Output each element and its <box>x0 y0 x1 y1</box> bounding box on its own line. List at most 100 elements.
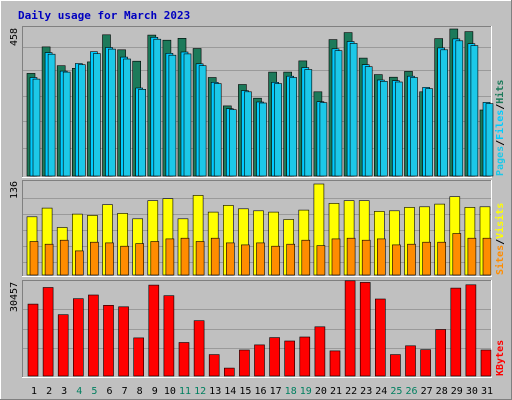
visits-bar-sites <box>301 239 311 276</box>
day-label: 23 <box>360 386 372 397</box>
traffic-bar-pages <box>183 53 192 177</box>
day-label: 16 <box>254 386 266 397</box>
visits-legend-item: Visits <box>494 203 506 239</box>
visits-bar-sites <box>165 238 175 276</box>
kbytes-bar-kbytes <box>224 367 235 377</box>
panel-traffic-max-label: 458 <box>9 28 20 46</box>
traffic-bar-pages <box>425 88 433 177</box>
traffic-bar-pages <box>334 50 343 177</box>
visits-bar-sites <box>376 238 386 276</box>
traffic-legend-item: Files <box>494 110 506 140</box>
visits-bar-sites <box>286 243 296 276</box>
day-label: 14 <box>224 386 236 397</box>
panel-traffic-bars <box>26 28 494 177</box>
day-label: 29 <box>451 386 463 397</box>
day-label: 27 <box>421 386 433 397</box>
panel-kbytes-bars <box>27 280 492 377</box>
visits-bar-sites <box>150 241 160 276</box>
traffic-bar-pages <box>108 48 116 177</box>
kbytes-bar-kbytes <box>254 344 265 377</box>
kbytes-bar-kbytes <box>359 282 371 377</box>
x-axis-day-labels: 1 2 3 4 5 6 7 8 9 10 11 12 13 14 15 16 17 18 19 20 21 22 23 24 2… <box>31 386 493 397</box>
traffic-bar-pages <box>304 69 313 177</box>
traffic-bar-pages <box>455 40 464 177</box>
day-label: 5 <box>91 386 97 397</box>
kbytes-bar-kbytes <box>57 314 69 377</box>
kbytes-bar-kbytes <box>314 326 326 377</box>
visits-bar-sites <box>180 237 190 276</box>
panel-kbytes-max-label: 30457 <box>9 282 20 312</box>
panel-visits: 136 Sites/Visits <box>9 180 506 277</box>
kbytes-bar-kbytes <box>405 345 416 377</box>
traffic-bar-pages <box>289 77 298 177</box>
visits-bar-sites <box>90 241 99 276</box>
traffic-legend-item: Hits <box>494 80 506 104</box>
visits-bar-sites <box>452 233 462 276</box>
traffic-bar-pages <box>93 53 101 177</box>
traffic-bar-pages <box>32 78 41 177</box>
visits-bar-sites <box>59 239 69 276</box>
kbytes-legend-text: KBytes <box>495 340 506 376</box>
kbytes-bar-kbytes <box>435 329 447 377</box>
day-label: 1 <box>31 386 37 397</box>
panel-traffic-legend: Pages/Files/Hits <box>494 80 506 176</box>
visits-legend-item: Sites <box>494 245 506 275</box>
visits-legend-item: / <box>495 239 506 245</box>
kbytes-bar-kbytes <box>239 349 250 377</box>
visits-legend-text: Sites/Visits <box>494 203 506 275</box>
kbytes-bar-kbytes <box>374 298 386 377</box>
visits-bar-sites <box>120 245 129 276</box>
traffic-legend-item: / <box>495 140 506 146</box>
day-label: 13 <box>209 386 221 397</box>
visits-bar-sites <box>437 241 447 276</box>
day-label: 3 <box>61 386 67 397</box>
visits-bar-sites <box>135 243 144 276</box>
kbytes-bar-kbytes <box>178 342 190 377</box>
day-label: 25 <box>390 386 402 397</box>
day-label: 30 <box>466 386 478 397</box>
kbytes-legend-item: KBytes <box>495 340 506 376</box>
visits-bar-sites <box>407 243 416 276</box>
kbytes-bar-kbytes <box>163 295 175 377</box>
day-label: 11 <box>179 386 191 397</box>
traffic-bar-pages <box>395 81 403 177</box>
visits-bar-sites <box>195 241 205 276</box>
day-label: 28 <box>436 386 448 397</box>
chart-title: Daily usage for March 2023 <box>18 9 190 22</box>
day-label: 24 <box>375 386 387 397</box>
visits-bar-sites <box>105 242 114 276</box>
visits-bar-sites <box>29 241 39 276</box>
visits-bar-sites <box>467 237 477 276</box>
visits-bar-sites <box>316 245 326 276</box>
kbytes-bar-kbytes <box>193 320 205 377</box>
visits-bar-sites <box>361 239 371 276</box>
kbytes-bar-kbytes <box>42 287 54 377</box>
traffic-bar-pages <box>410 77 418 177</box>
panel-kbytes-legend: KBytes <box>495 340 506 376</box>
day-label: 9 <box>152 386 158 397</box>
visits-bar-sites <box>346 237 356 276</box>
day-label: 22 <box>345 386 357 397</box>
visits-bar-sites <box>226 242 235 276</box>
visits-bar-sites <box>392 244 401 276</box>
day-label: 19 <box>300 386 312 397</box>
day-label: 7 <box>122 386 128 397</box>
visits-bar-sites <box>331 238 341 276</box>
kbytes-bar-kbytes <box>344 280 356 377</box>
kbytes-bar-kbytes <box>284 340 296 377</box>
kbytes-bar-kbytes <box>329 350 341 377</box>
kbytes-bar-kbytes <box>88 294 99 377</box>
visits-bar-sites <box>75 250 84 276</box>
kbytes-bar-kbytes <box>299 336 311 377</box>
kbytes-bar-kbytes <box>27 303 39 377</box>
kbytes-bar-kbytes <box>450 287 462 377</box>
visits-bar-sites <box>210 237 220 276</box>
traffic-bar-pages <box>319 102 328 177</box>
traffic-bar-pages <box>379 81 388 177</box>
kbytes-bar-kbytes <box>103 304 114 377</box>
visits-bar-sites <box>271 245 280 276</box>
day-label: 17 <box>270 386 282 397</box>
visits-bar-sites <box>422 241 431 276</box>
traffic-bar-pages <box>168 54 177 177</box>
